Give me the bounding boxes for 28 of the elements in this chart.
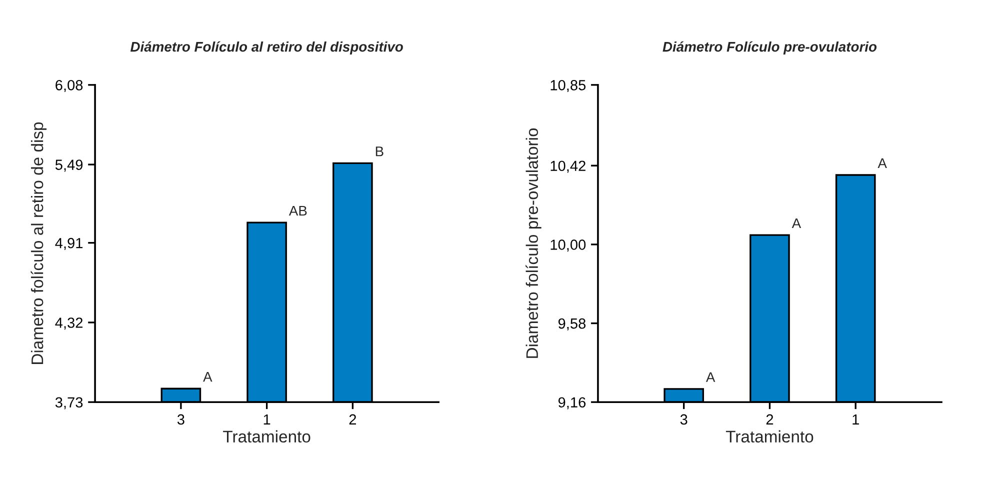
annotation: A [706,372,716,382]
y-axis-title: Diametro folículo pre-ovulatorio [526,128,542,358]
y-tick-label: 10,00 [550,240,586,252]
chart-title: Diámetro Folículo pre-ovulatorio [662,41,877,54]
y-tick-label: 5,49 [55,160,83,172]
x-axis-title: Tratamiento [223,430,310,443]
y-tick-label: 9,16 [558,397,586,410]
y-tick-label: 3,73 [55,397,83,410]
x-tick-label: 1 [852,414,859,424]
annotation: AB [288,206,307,216]
annotation: A [792,218,802,228]
y-tick-label: 6,08 [56,80,83,92]
x-axis-title: Tratamiento [726,430,814,443]
x-tick-label: 3 [177,414,184,425]
x-tick-label: 2 [766,414,774,424]
y-tick-label: 9,58 [558,318,586,330]
y-tick-label: 4,91 [55,238,83,250]
x-tick-label: 2 [349,414,356,424]
annotation: B [376,146,384,156]
annotation: A [878,158,887,168]
annotation: A [203,372,212,382]
chart-title: Diámetro Folículo al retiro del dispositivo [130,41,403,54]
y-axis-title: Diametro folículo al retiro de disp [30,122,47,364]
y-tick-label: 4,32 [55,318,83,330]
y-tick-label: 10,85 [550,80,586,92]
y-tick-label: 10,42 [550,160,586,173]
x-tick-label: 1 [264,414,270,424]
x-tick-label: 3 [680,414,688,425]
